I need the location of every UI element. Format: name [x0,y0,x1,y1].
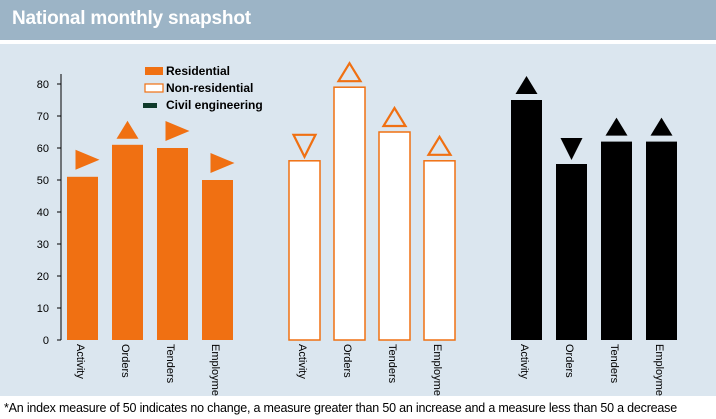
x-tick-label-activity: Activity [296,344,308,379]
legend-label-non-residential: Non-residential [166,81,253,95]
indicator-down-non-residential-activity [291,133,318,160]
y-tick-label: 60 [37,143,49,155]
change-indicators [75,61,673,173]
indicator-up-non-residential-employment [426,134,453,156]
bar-non-residential-employment [423,160,456,341]
y-tick-label: 30 [37,239,49,251]
y-tick-label: 40 [37,207,49,219]
bar-non-residential-activity [288,160,321,341]
x-tick-label-tenders: Tenders [608,344,620,384]
indicator-up-civil-engineering-activity [515,76,538,94]
indicator-up-civil-engineering-employment [650,117,673,136]
legend-swatch-residential [145,67,163,75]
indicator-down-civil-engineering-orders [560,138,583,160]
bar-residential-employment [202,180,233,340]
x-tick-labels: Activity Orders Tenders Employment Activity O… [74,344,665,396]
x-tick-label-activity: Activity [74,344,86,379]
x-tick-label-employment: Employment [431,344,443,396]
header-bar: National monthly snapshot [0,0,716,40]
legend-swatch-civil-engineering [143,103,157,108]
y-axis: 0 10 20 30 40 50 60 70 80 [37,74,62,347]
x-tick-label-employment: Employment [653,344,665,396]
footnote: *An index measure of 50 indicates no cha… [4,401,677,415]
legend: Residential Non-residential Civil engineer… [143,64,263,112]
indicator-flat-residential-tenders [165,121,190,141]
indicator-up-non-residential-orders [336,61,363,83]
indicator-up-civil-engineering-tenders [605,117,628,136]
indicator-flat-residential-employment [210,153,235,173]
y-tick-label: 80 [37,79,49,91]
x-tick-label-tenders: Tenders [386,344,398,384]
legend-swatch-non-residential [144,83,164,93]
bars [67,86,677,341]
x-tick-label-tenders: Tenders [164,344,176,384]
bar-non-residential-tenders [378,131,411,341]
x-tick-label-activity: Activity [518,344,530,379]
bar-residential-orders [112,144,143,340]
indicator-up-residential-orders [116,120,139,139]
legend-label-residential: Residential [166,64,230,78]
x-tick-label-orders: Orders [341,344,353,378]
x-tick-label-orders: Orders [563,344,575,378]
x-tick-label-orders: Orders [119,344,131,378]
y-tick-label: 0 [43,335,49,347]
y-tick-label: 10 [37,303,49,315]
y-tick-label: 50 [37,175,49,187]
page-title: National monthly snapshot [12,8,251,29]
bar-residential-tenders [157,148,188,340]
bar-civil-engineering-employment [646,141,677,340]
y-tick-label: 70 [37,111,49,123]
bar-civil-engineering-tenders [601,141,632,340]
indicator-flat-residential-activity [75,149,100,170]
x-tick-label-employment: Employment [209,344,221,396]
bar-civil-engineering-activity [511,100,542,340]
bar-residential-activity [67,176,98,340]
bar-civil-engineering-orders [556,164,587,340]
bar-non-residential-orders [333,86,366,341]
indicator-up-non-residential-tenders [381,105,408,128]
index-bar-chart: 0 10 20 30 40 50 60 70 80 Activity Orders Tenders E… [37,61,677,396]
legend-label-civil-engineering: Civil engineering [166,98,263,112]
y-tick-label: 20 [37,271,49,283]
